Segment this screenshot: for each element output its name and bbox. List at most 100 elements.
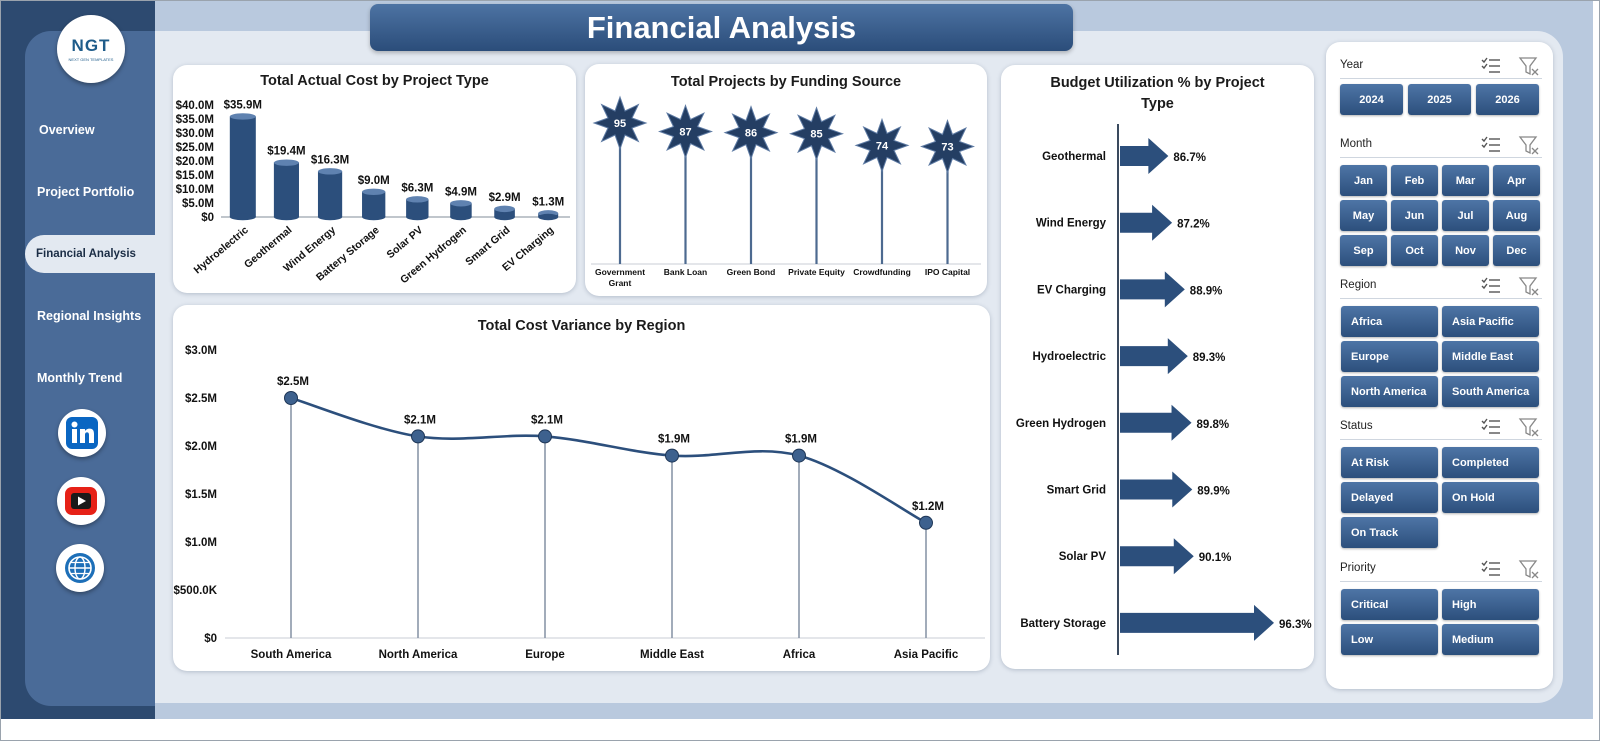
slicer-item-feb[interactable]: Feb [1391, 165, 1438, 196]
youtube-button[interactable] [57, 477, 105, 525]
data-label: 85 [810, 129, 822, 141]
arrow-bar [1120, 604, 1274, 641]
nav-regional-insights[interactable]: Regional Insights [25, 297, 155, 335]
nav-financial-analysis[interactable]: Financial Analysis [25, 235, 155, 273]
data-label: $19.4M [267, 146, 305, 158]
arrow-bar [1120, 404, 1192, 441]
data-point [665, 448, 679, 463]
data-label: $2.9M [489, 192, 521, 204]
bar-base [406, 213, 429, 221]
lollipop-star [789, 106, 844, 162]
bar-cap [406, 196, 429, 203]
data-label: $1.9M [658, 434, 690, 446]
slicer-item-critical[interactable]: Critical [1341, 589, 1438, 620]
slicer-item-dec[interactable]: Dec [1493, 235, 1540, 266]
y-tick-label: $15.0M [176, 170, 214, 182]
slicer-header-status: Status [1340, 416, 1542, 440]
slicer-item-apr[interactable]: Apr [1493, 165, 1540, 196]
multi-select-icon[interactable] [1480, 135, 1502, 160]
arrow-bar [1120, 471, 1193, 508]
slicer-title: Status [1340, 420, 1373, 432]
bar-base [273, 213, 299, 221]
slicer-item-2024[interactable]: 2024 [1340, 84, 1403, 115]
company-logo[interactable]: NGT NEXT GEN TEMPLATES [57, 15, 125, 83]
slicer-item-2026[interactable]: 2026 [1476, 84, 1539, 115]
slicer-item-south-america[interactable]: South America [1442, 376, 1539, 407]
slicer-item-middle-east[interactable]: Middle East [1442, 341, 1539, 372]
multi-select-icon[interactable] [1480, 417, 1502, 442]
bar-base [229, 213, 256, 221]
nav-monthly-trend[interactable]: Monthly Trend [25, 359, 155, 397]
slicer-item-at-risk[interactable]: At Risk [1341, 447, 1438, 478]
variance-by-region-chart: $3.0M $2.5M $2.0M $1.5M $1.0M $500.0K $0 $2.5M S… [174, 345, 985, 661]
y-tick-label: $1.5M [185, 489, 217, 501]
slicer-item-jan[interactable]: Jan [1340, 165, 1387, 196]
data-label: $35.9M [224, 99, 262, 111]
slicer-item-europe[interactable]: Europe [1341, 341, 1438, 372]
slicer-item-africa[interactable]: Africa [1341, 306, 1438, 337]
data-label: 89.9% [1197, 486, 1230, 498]
slicer-item-oct[interactable]: Oct [1391, 235, 1438, 266]
category-label: Green Bond [727, 267, 776, 277]
slicer-item-medium[interactable]: Medium [1442, 624, 1539, 655]
y-tick-label: $35.0M [176, 114, 214, 126]
category-label: Europe [525, 649, 565, 661]
youtube-icon [65, 487, 97, 515]
linkedin-button[interactable] [58, 409, 106, 457]
slicer-item-jun[interactable]: Jun [1391, 200, 1438, 231]
slicer-item-on-track[interactable]: On Track [1341, 517, 1438, 548]
variance-by-region-card: Total Cost Variance by Region $3.0M $2.5M… [173, 305, 990, 671]
nav-project-portfolio[interactable]: Project Portfolio [25, 173, 155, 211]
y-tick-label: $20.0M [176, 156, 214, 168]
clear-filter-icon[interactable] [1518, 559, 1540, 584]
category-label: Hydroelectric [192, 224, 251, 276]
y-tick-label: $30.0M [176, 128, 214, 140]
slicer-item-aug[interactable]: Aug [1493, 200, 1540, 231]
slicer-item-mar[interactable]: Mar [1442, 165, 1489, 196]
website-button[interactable] [56, 544, 104, 592]
slicer-item-completed[interactable]: Completed [1442, 447, 1539, 478]
slicer-item-jul[interactable]: Jul [1442, 200, 1489, 231]
bar [229, 116, 256, 217]
data-label: $6.3M [401, 182, 433, 194]
data-point [538, 429, 552, 444]
slicer-item-delayed[interactable]: Delayed [1341, 482, 1438, 513]
multi-select-icon[interactable] [1480, 276, 1502, 301]
bar [450, 203, 472, 217]
bar [494, 208, 515, 217]
projects-by-funding-card: Total Projects by Funding Source 95 Gover… [585, 64, 987, 296]
category-label: Bank Loan [664, 267, 707, 277]
bar-base [494, 213, 515, 221]
clear-filter-icon[interactable] [1518, 56, 1540, 81]
category-label: Crowdfunding [853, 267, 911, 277]
slicer-item-high[interactable]: High [1442, 589, 1539, 620]
slicer-item-asia-pacific[interactable]: Asia Pacific [1442, 306, 1539, 337]
slicer-item-sep[interactable]: Sep [1340, 235, 1387, 266]
arrow-bar [1120, 338, 1188, 375]
y-tick-label: $25.0M [176, 142, 214, 154]
slicer-item-2025[interactable]: 2025 [1408, 84, 1471, 115]
multi-select-icon[interactable] [1480, 559, 1502, 584]
category-label: North America [379, 649, 458, 661]
nav-label: Overview [39, 123, 95, 137]
multi-select-icon[interactable] [1480, 56, 1502, 81]
data-label: $4.9M [445, 186, 477, 198]
slicer-title: Year [1340, 59, 1364, 71]
slicer-item-nov[interactable]: Nov [1442, 235, 1489, 266]
data-label: $1.3M [532, 196, 564, 208]
slicer-item-low[interactable]: Low [1341, 624, 1438, 655]
slicer-item-north-america[interactable]: North America [1341, 376, 1438, 407]
slicer-item-may[interactable]: May [1340, 200, 1387, 231]
bar-cap [494, 205, 515, 213]
slicer-item-on-hold[interactable]: On Hold [1442, 482, 1539, 513]
category-label: IPO Capital [925, 267, 970, 277]
bar-base [317, 213, 343, 221]
clear-filter-icon[interactable] [1518, 135, 1540, 160]
clear-filter-icon[interactable] [1518, 417, 1540, 442]
nav-label: Monthly Trend [37, 371, 123, 385]
data-point [919, 515, 933, 530]
nav-overview[interactable]: Overview [25, 111, 155, 149]
clear-filter-icon[interactable] [1518, 276, 1540, 301]
chart-title: Total Cost Variance by Region [477, 318, 686, 334]
